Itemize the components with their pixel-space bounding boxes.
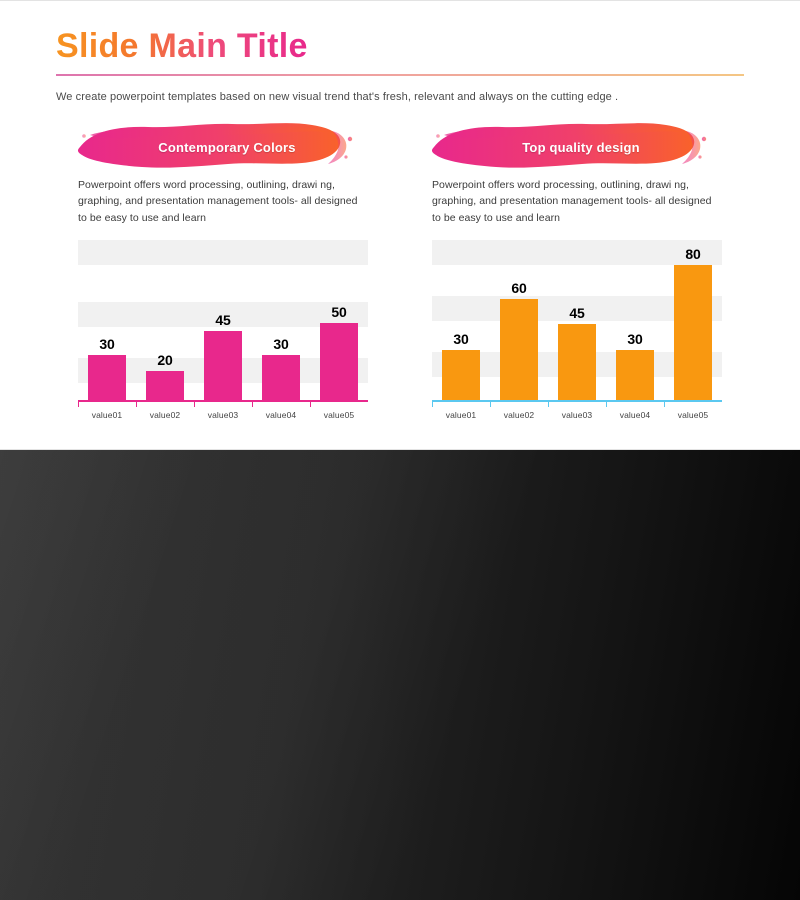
bar-group[interactable]: 45 [194,246,252,402]
panel-body-text: Powerpoint offers word processing, outli… [432,179,712,224]
light-panel-right: Top quality design Powerpoint offers wor… [431,121,722,420]
x-tick-label: value02 [503,409,535,420]
bar-value-label: 60 [511,279,527,296]
bar-group[interactable]: 80 [664,246,722,402]
chart-x-axis-labels: value01 value02 value03 value04 value05 [78,410,368,420]
bar[interactable] [558,323,596,402]
chart-plot-area: 30 60 45 30 [432,246,722,402]
chart-axis-line [78,400,368,402]
bar[interactable] [500,298,538,402]
bar-group[interactable]: 45 [548,246,606,402]
light-panel-left: Contemporary Colors Powerpoint offers wo… [77,121,368,420]
bar-group[interactable]: 50 [310,246,368,402]
dark-slide: Slide Main Title We create powerpoint te… [0,450,800,900]
bar-value-label: 30 [627,330,643,347]
x-tick-label: value03 [207,409,239,420]
light-title-wrap: Slide Main Title [56,27,308,65]
panel-heading: Top quality design [522,140,640,155]
bar-value-label: 30 [453,330,469,347]
panel-body-text: Powerpoint offers word processing, outli… [78,179,358,224]
bar-value-label: 20 [157,351,173,368]
bar-group[interactable]: 20 [136,246,194,402]
bar-group[interactable]: 60 [490,246,548,402]
chart-plot-area: 30 20 45 30 [78,246,368,402]
bar-value-label: 80 [685,245,701,262]
bar[interactable] [88,354,126,402]
x-tick-label: value02 [149,409,181,420]
x-tick-label: value03 [561,409,593,420]
x-tick-label: value05 [323,409,355,420]
light-slide: Slide Main Title We create powerpoint te… [0,0,800,450]
bar-chart-contemporary-colors-light: 30 20 45 30 [78,239,368,420]
chart-axis-ticks [78,401,368,407]
bar-value-label: 45 [569,304,585,321]
page-title: Slide Main Title [56,27,308,65]
bar[interactable] [146,370,184,402]
bar-value-label: 45 [215,311,231,328]
bar-group[interactable]: 30 [432,246,490,402]
bar[interactable] [442,349,480,402]
bar-value-label: 30 [273,335,289,352]
brush-shape-icon [77,123,353,168]
chart-axis-line [432,400,722,402]
bar-chart-top-quality-design-light: 30 60 45 30 [432,239,722,420]
brush-shape-icon [431,123,707,168]
bar-value-label: 50 [331,303,347,320]
bar-group[interactable]: 30 [606,246,664,402]
x-tick-label: value01 [91,409,123,420]
panel-heading: Contemporary Colors [158,140,296,155]
brush-stroke-banner: Contemporary Colors [77,121,368,173]
x-tick-label: value05 [677,409,709,420]
title-underline [56,74,744,76]
bar-group[interactable]: 30 [78,246,136,402]
x-tick-label: value01 [445,409,477,420]
bar-value-label: 30 [99,335,115,352]
chart-x-axis-labels: value01 value02 value03 value04 value05 [432,410,722,420]
bar[interactable] [262,354,300,402]
chart-axis-ticks [432,401,722,407]
subtitle: We create powerpoint templates based on … [56,91,619,103]
bar-group[interactable]: 30 [252,246,310,402]
x-tick-label: value04 [619,409,651,420]
bar[interactable] [616,349,654,402]
bar[interactable] [204,330,242,402]
x-tick-label: value04 [265,409,297,420]
brush-stroke-banner: Top quality design [431,121,722,173]
chart-gridbands [432,239,722,402]
bar[interactable] [674,264,712,402]
bar[interactable] [320,322,358,402]
